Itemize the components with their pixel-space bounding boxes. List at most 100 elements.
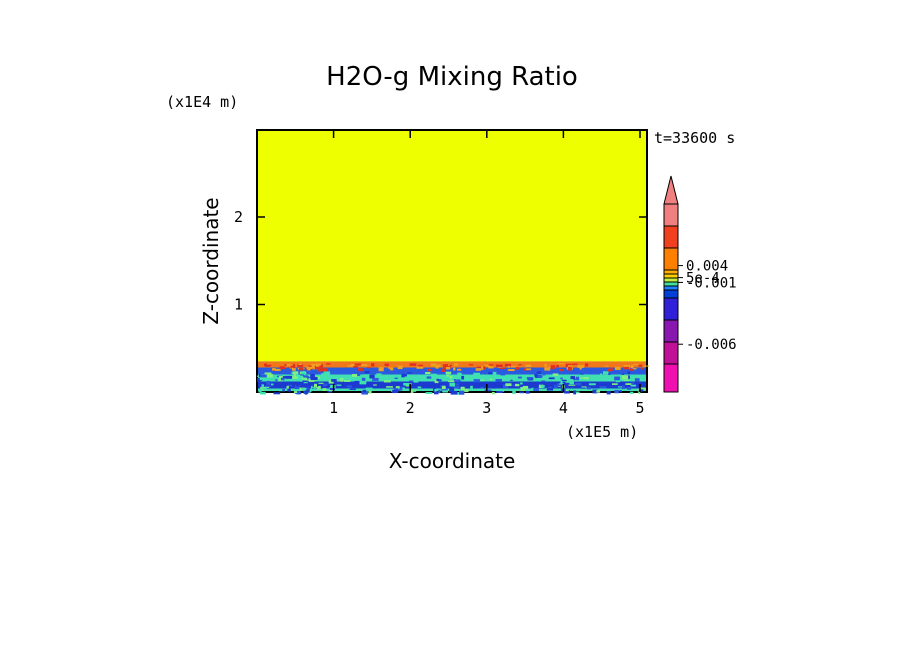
contour-speck xyxy=(564,374,569,379)
contour-speck xyxy=(258,388,262,393)
contour-speck xyxy=(560,380,563,384)
contour-speck xyxy=(488,364,494,366)
contour-speck xyxy=(290,363,296,368)
contour-speck xyxy=(575,391,580,394)
contour-speck xyxy=(491,391,495,395)
contour-speck xyxy=(568,366,572,371)
contour-speck xyxy=(614,376,620,381)
contour-speck xyxy=(512,390,516,394)
contour-speck xyxy=(495,364,503,368)
contour-speck xyxy=(372,377,379,381)
contour-speck xyxy=(416,366,424,369)
x-tick-label: 3 xyxy=(482,399,491,417)
contour-speck xyxy=(627,371,631,375)
contour-speck xyxy=(388,367,391,369)
contour-speck xyxy=(323,371,331,376)
contour-speck xyxy=(359,380,367,385)
contour-speck xyxy=(507,365,510,368)
contour-speck xyxy=(592,389,598,394)
contour-speck xyxy=(349,388,356,390)
contour-speck xyxy=(630,364,634,369)
contour-speck xyxy=(310,373,315,378)
contour-speck xyxy=(573,376,580,381)
contour-speck xyxy=(447,364,451,367)
contour-speck xyxy=(304,387,310,392)
contour-speck xyxy=(384,363,389,367)
contour-speck xyxy=(260,386,264,391)
contour-speck xyxy=(481,366,485,370)
contour-speck xyxy=(313,387,316,390)
contour-speck xyxy=(614,366,621,371)
contour-speck xyxy=(449,388,455,393)
contour-speck xyxy=(418,364,424,367)
contour-speck xyxy=(305,387,309,390)
contour-speck xyxy=(475,368,482,371)
contour-speck xyxy=(274,368,281,371)
contour-speck xyxy=(604,365,609,367)
contour-speck xyxy=(325,378,333,380)
contour-speck xyxy=(572,363,578,365)
contour-speck xyxy=(425,392,433,394)
contour-speck xyxy=(596,390,601,393)
contour-speck xyxy=(461,375,465,380)
contour-speck xyxy=(322,388,327,391)
contour-speck xyxy=(470,385,473,390)
contour-speck xyxy=(365,387,373,392)
contour-speck xyxy=(368,390,372,394)
y-tick-label: 1 xyxy=(234,296,243,314)
contour-speck xyxy=(438,374,442,377)
contour-speck xyxy=(410,376,414,381)
colorbar-box xyxy=(663,363,679,393)
x-axis-label: X-coordinate xyxy=(389,449,516,473)
contour-speck xyxy=(282,388,285,392)
contour-speck xyxy=(257,378,261,382)
contour-speck xyxy=(399,386,403,391)
contour-speck xyxy=(544,363,547,367)
contour-speck xyxy=(259,391,266,395)
contour-speck xyxy=(476,366,482,368)
contour-speck xyxy=(489,378,493,381)
contour-speck xyxy=(442,376,448,381)
contour-speck xyxy=(522,385,529,390)
contour-speck xyxy=(505,383,512,387)
contour-speck xyxy=(258,374,261,378)
contour-speck xyxy=(426,376,432,379)
contour-speck xyxy=(626,387,632,390)
x-tick-label: 2 xyxy=(406,399,415,417)
contour-speck xyxy=(549,365,552,368)
y-tick-label: 2 xyxy=(234,208,243,226)
contour-speck xyxy=(640,367,644,370)
contour-speck xyxy=(297,364,304,368)
contour-speck xyxy=(344,379,351,382)
contour-speck xyxy=(311,376,318,381)
contour-speck xyxy=(413,379,419,383)
contour-speck xyxy=(584,374,588,377)
contour-speck xyxy=(625,383,632,385)
contour-speck xyxy=(480,379,485,382)
contour-speck xyxy=(326,363,331,365)
contour-speck xyxy=(573,390,577,395)
contour-speck xyxy=(264,364,267,366)
contour-speck xyxy=(519,391,524,394)
contour-speck xyxy=(579,367,582,370)
contour-speck xyxy=(270,383,274,386)
contour-speck xyxy=(433,388,436,392)
contour-speck xyxy=(316,385,321,390)
contour-speck xyxy=(438,380,441,383)
contour-speck xyxy=(581,386,587,388)
contour-speck xyxy=(294,385,301,390)
contour-speck xyxy=(303,375,309,378)
contour-speck xyxy=(462,388,469,393)
contour-speck xyxy=(544,367,551,371)
contour-speck xyxy=(409,363,417,366)
contour-speck xyxy=(441,388,448,392)
contour-speck xyxy=(564,390,570,394)
contour-speck xyxy=(623,366,630,370)
contour-speck xyxy=(559,368,564,372)
contour-speck xyxy=(522,371,529,373)
contour-speck xyxy=(639,387,646,390)
contour-speck xyxy=(629,391,634,394)
contour-speck xyxy=(515,367,519,370)
contour-speck xyxy=(488,372,493,375)
